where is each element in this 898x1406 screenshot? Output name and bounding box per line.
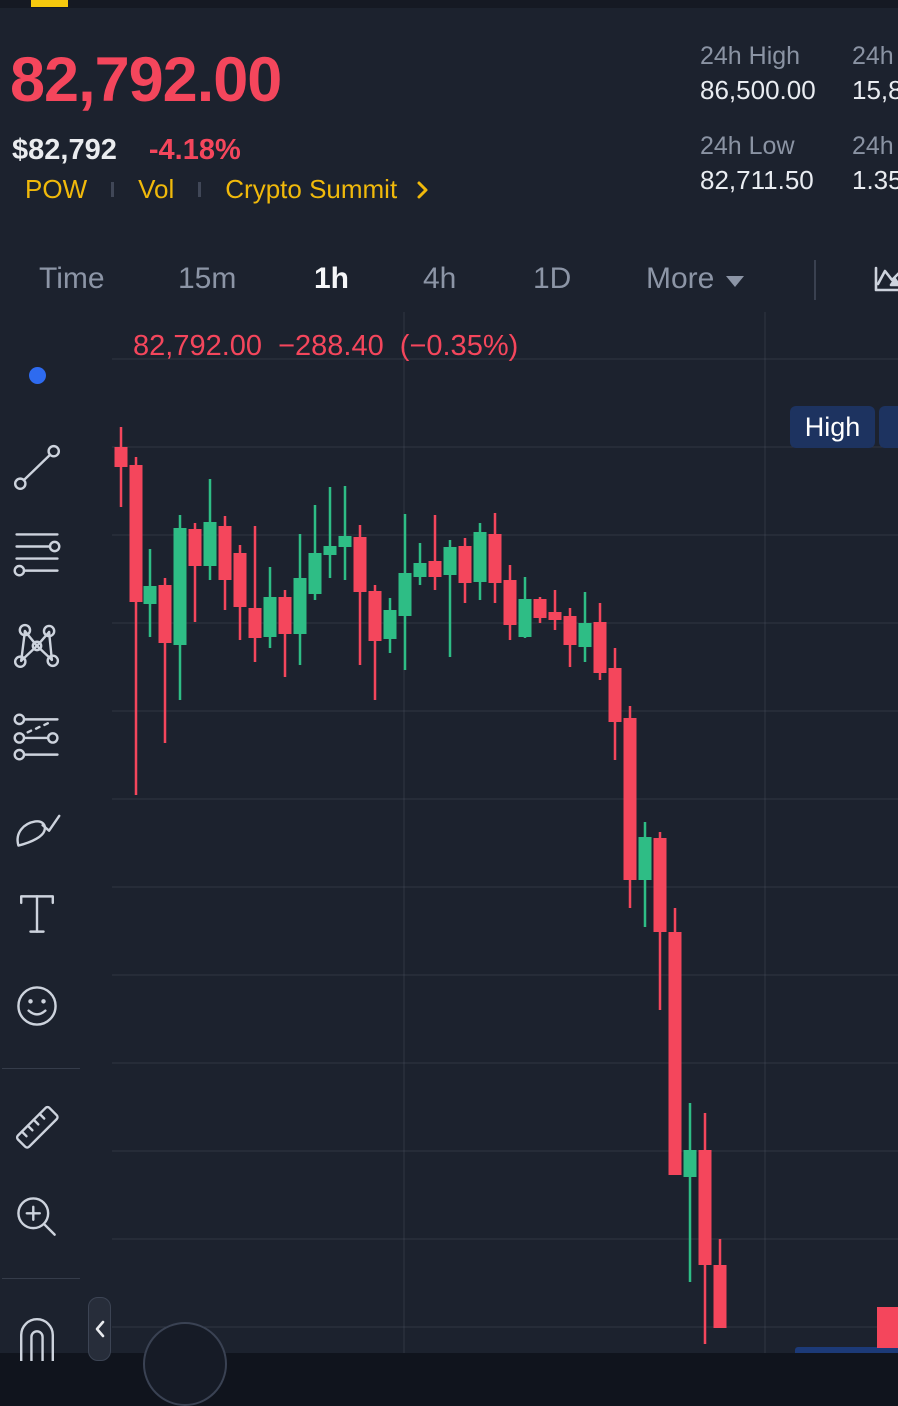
candle	[233, 545, 247, 640]
stat-24h-turnover-label: 24h	[852, 132, 894, 160]
stat-24h-high-label: 24h High	[700, 42, 801, 70]
high-badge-partial	[879, 406, 898, 448]
trend-line-icon[interactable]	[11, 441, 63, 493]
stat-24h-turnover-value: 1.35	[852, 165, 898, 195]
high-badge: High	[790, 406, 875, 448]
chevron-right-icon[interactable]	[413, 178, 431, 202]
candle	[353, 525, 367, 665]
candle	[473, 523, 487, 600]
toolbar-divider	[2, 1278, 80, 1279]
stat-24h-vol-label: 24h	[852, 42, 894, 70]
candle	[338, 486, 352, 580]
candle	[398, 514, 412, 670]
tag-row: POW Vol Crypto Summit	[25, 174, 431, 205]
candle	[518, 577, 532, 638]
ruler-icon[interactable]	[11, 1101, 63, 1153]
price-row: $82,792 -4.18%	[12, 134, 241, 167]
candle	[548, 590, 562, 630]
candle	[593, 603, 607, 680]
legend-price: 82,792.00	[133, 330, 263, 362]
more-label: More	[646, 262, 715, 295]
stat-24h-low-label: 24h Low	[700, 132, 795, 160]
candle	[608, 648, 622, 760]
candle	[638, 822, 652, 927]
magnet-icon[interactable]	[11, 1309, 63, 1361]
legend-change-pct: (−0.35%)	[399, 330, 519, 362]
stat-24h-vol-value: 15,8	[852, 75, 898, 105]
candle	[503, 565, 517, 640]
chevron-left-icon	[95, 1320, 104, 1338]
tab-15m[interactable]: 15m	[178, 262, 237, 295]
change-percent: -4.18%	[148, 134, 241, 166]
tab-4h[interactable]: 4h	[423, 262, 457, 295]
brush-icon[interactable]	[11, 801, 63, 853]
candle	[623, 706, 637, 908]
cursor-dot-icon[interactable]	[29, 367, 46, 384]
tabbar-divider	[814, 260, 816, 300]
zoom-in-icon[interactable]	[11, 1191, 63, 1243]
candle	[443, 540, 457, 657]
candle	[114, 427, 128, 507]
chart-legend: 82,792.00 −288.40 (−0.35%)	[133, 330, 526, 363]
emoji-icon[interactable]	[11, 980, 63, 1032]
text-icon[interactable]	[11, 888, 63, 940]
candle	[248, 526, 262, 662]
candle	[578, 592, 592, 662]
price-tag-partial	[877, 1307, 898, 1348]
candle	[278, 590, 292, 677]
tab-time[interactable]: Time	[39, 262, 105, 295]
candle	[158, 578, 172, 743]
tag-pow[interactable]: POW	[25, 174, 88, 204]
xabcd-pattern-icon[interactable]	[11, 619, 63, 671]
candle	[188, 523, 202, 622]
candlestick-chart[interactable]	[0, 0, 898, 1353]
horizontal-lines-icon[interactable]	[11, 527, 63, 579]
last-price: 82,792.00	[10, 45, 282, 115]
legend-change: −288.40	[278, 330, 384, 362]
candle	[458, 538, 472, 603]
candle	[668, 908, 682, 1175]
tab-1h[interactable]: 1h	[314, 262, 350, 295]
tab-1d[interactable]: 1D	[533, 262, 572, 295]
candle	[533, 597, 547, 623]
candle	[368, 585, 382, 700]
candle	[683, 1103, 697, 1282]
candle	[383, 598, 397, 653]
candle	[218, 516, 232, 610]
candle	[563, 608, 577, 667]
notch-indicator	[31, 0, 68, 7]
candle	[308, 505, 322, 600]
floating-action-button[interactable]	[143, 1322, 227, 1406]
indicator-icon[interactable]	[872, 262, 898, 296]
candle	[713, 1239, 727, 1328]
tab-more[interactable]: More	[646, 262, 745, 296]
candle	[203, 479, 217, 580]
candle	[173, 515, 187, 700]
candle	[413, 543, 427, 585]
toolbar-divider	[2, 1068, 80, 1069]
stat-24h-high-value: 86,500.00	[700, 75, 816, 105]
chevron-down-icon	[726, 275, 745, 287]
candle	[698, 1113, 712, 1344]
tag-vol[interactable]: Vol	[138, 174, 175, 204]
stat-24h-low-value: 82,711.50	[700, 165, 814, 195]
candle	[488, 513, 502, 603]
tag-separator	[111, 182, 115, 197]
status-strip	[0, 0, 898, 8]
candle	[653, 832, 667, 1010]
candle	[293, 534, 307, 665]
candle	[129, 457, 143, 795]
tag-crypto-summit[interactable]: Crypto Summit	[225, 174, 398, 204]
toolbar-collapse-handle[interactable]	[88, 1297, 111, 1361]
candle	[263, 567, 277, 648]
tag-separator	[198, 182, 202, 197]
projection-lines-icon[interactable]	[11, 711, 63, 763]
candle	[143, 549, 157, 637]
candle	[323, 487, 337, 578]
candle	[428, 515, 442, 590]
fiat-price: $82,792	[12, 134, 117, 166]
buy-button-edge[interactable]	[795, 1347, 898, 1353]
